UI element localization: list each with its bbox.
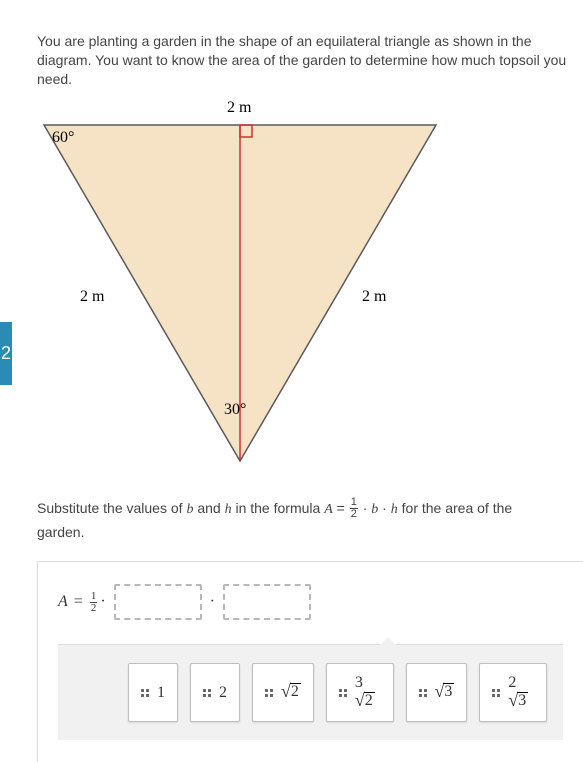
answer-tile-5[interactable]: 2√3 bbox=[479, 663, 547, 722]
label-top-base: 2 m bbox=[227, 99, 251, 117]
expr-den: 2 bbox=[90, 603, 98, 614]
expr-A: A bbox=[58, 593, 68, 611]
drop-slot-b[interactable] bbox=[114, 584, 202, 620]
problem-statement: You are planting a garden in the shape o… bbox=[37, 32, 583, 89]
drag-grip-icon bbox=[141, 689, 149, 697]
label-angle-60: 60° bbox=[52, 129, 74, 147]
formula-half: 12 bbox=[350, 497, 358, 520]
answer-tile-1[interactable]: 2 bbox=[190, 663, 240, 722]
answer-tile-4[interactable]: √3 bbox=[406, 663, 468, 722]
drag-grip-icon bbox=[203, 689, 211, 697]
tile-label: 2√3 bbox=[508, 674, 534, 711]
instruction-mid1: and bbox=[193, 500, 224, 516]
formula-h: h bbox=[391, 502, 398, 517]
drag-grip-icon bbox=[265, 689, 273, 697]
formula-dot2: · bbox=[378, 500, 390, 516]
drop-slot-h[interactable] bbox=[223, 584, 311, 620]
formula-dot1: · bbox=[359, 500, 371, 516]
instruction-text: Substitute the values of b and h in the … bbox=[37, 497, 583, 544]
side-nav-label: 2 bbox=[1, 343, 11, 364]
label-left-side: 2 m bbox=[80, 288, 104, 306]
label-angle-30: 30° bbox=[224, 401, 246, 419]
answer-tile-3[interactable]: 3√2 bbox=[326, 663, 394, 722]
triangle-diagram: 2 m 60° 2 m 2 m 30° bbox=[37, 103, 442, 473]
tile-label: √3 bbox=[435, 683, 455, 702]
label-right-side: 2 m bbox=[362, 288, 386, 306]
expr-half: 1 2 bbox=[90, 591, 98, 614]
tile-bank: 1 2 √2 3√2 √3 2√3 bbox=[58, 644, 563, 740]
tile-label: √2 bbox=[281, 683, 301, 702]
drag-grip-icon bbox=[339, 689, 347, 697]
expression-row: A = 1 2 · · bbox=[58, 584, 563, 620]
frac-den: 2 bbox=[350, 509, 358, 520]
side-nav-tab[interactable]: 2 bbox=[0, 322, 12, 385]
drag-grip-icon bbox=[419, 689, 427, 697]
formula-A: A bbox=[324, 502, 333, 517]
expr-dot2: · bbox=[210, 593, 215, 611]
expr-equals: = bbox=[74, 593, 83, 611]
instruction-pre: Substitute the values of bbox=[37, 500, 186, 516]
expr-dot1: · bbox=[100, 593, 105, 611]
formula-eq: = bbox=[333, 500, 349, 516]
answer-tile-2[interactable]: √2 bbox=[252, 663, 314, 722]
tile-label: 3√2 bbox=[355, 674, 381, 711]
drag-grip-icon bbox=[492, 689, 500, 697]
answer-tile-0[interactable]: 1 bbox=[128, 663, 178, 722]
var-h: h bbox=[225, 502, 232, 517]
tile-label: 2 bbox=[219, 684, 227, 702]
instruction-mid2: in the formula bbox=[232, 500, 325, 516]
content-region: You are planting a garden in the shape o… bbox=[0, 0, 583, 762]
tile-label: 1 bbox=[157, 684, 165, 702]
